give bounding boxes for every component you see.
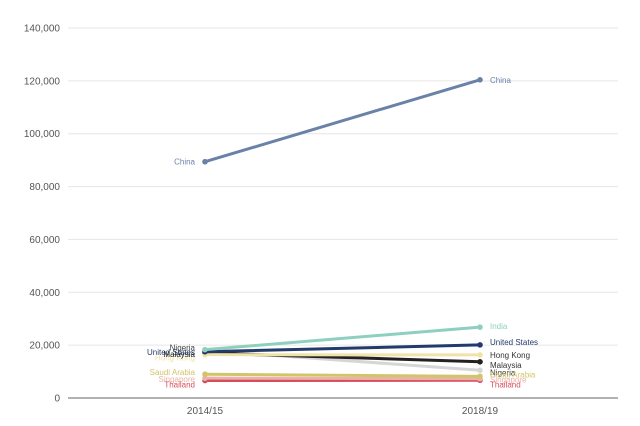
series-lines — [202, 77, 483, 384]
data-point-saudi-arabia — [202, 371, 208, 378]
y-axis-tick-labels: 0 20,000 40,000 60,000 80,000 100,000 120,000 1… — [24, 24, 61, 405]
data-point-singapore — [202, 375, 208, 381]
label-right-thailand: Thailand — [490, 380, 521, 389]
data-point-china — [202, 158, 208, 165]
y-tick-label: 60,000 — [29, 235, 60, 246]
label-right-saudi-arabia: Saudi Arabia — [490, 370, 536, 379]
gridlines — [68, 27, 618, 399]
y-tick-label: 120,000 — [24, 76, 61, 87]
x-tick-label: 2014/15 — [187, 406, 224, 417]
y-tick-label: 40,000 — [29, 288, 60, 299]
label-right-united-states: United States — [490, 338, 538, 347]
series-line-china — [203, 78, 482, 164]
label-left-saudi-arabia: Saudi Arabia — [150, 368, 196, 377]
data-point-nigeria — [477, 367, 483, 374]
label-left-malaysia: Malaysia — [163, 350, 195, 359]
series-line-saudi-arabia — [203, 372, 482, 378]
label-left-china: China — [174, 158, 195, 167]
y-tick-label: 20,000 — [29, 341, 60, 352]
label-left-thailand: Thailand — [164, 381, 195, 390]
series-line-singapore — [203, 376, 482, 381]
series-labels: China China India United States United State… — [147, 76, 538, 390]
label-right-hong-kong: Hong Kong — [490, 351, 530, 360]
label-right-china: China — [490, 76, 511, 85]
label-right-malaysia: Malaysia — [490, 361, 522, 370]
label-left-nigeria: Nigeria — [170, 343, 196, 352]
data-point-malaysia — [477, 358, 483, 365]
label-right-nigeria: Nigeria — [490, 368, 516, 377]
data-point-hong-kong — [477, 352, 483, 358]
y-tick-label: 0 — [54, 394, 60, 405]
data-point-saudi-arabia — [477, 373, 483, 380]
data-point-india — [477, 324, 483, 330]
data-point-india — [202, 346, 208, 353]
label-right-singapore: Singapore — [490, 376, 527, 385]
series-line-india — [203, 325, 482, 352]
y-tick-label: 100,000 — [24, 129, 61, 140]
y-tick-label: 140,000 — [24, 24, 61, 35]
series-line-united-states — [203, 343, 482, 354]
label-left-hong-kong: Hong Kong — [155, 354, 195, 363]
label-left-singapore: Singapore — [159, 375, 196, 384]
y-tick-label: 80,000 — [29, 182, 60, 193]
data-point-united-states — [477, 342, 483, 348]
data-point-china — [477, 77, 483, 83]
label-right-india: India — [490, 322, 508, 331]
x-axis-tick-labels: 2014/15 2018/19 — [187, 406, 499, 417]
x-tick-label: 2018/19 — [462, 406, 499, 417]
label-left-united-states: United States — [147, 348, 195, 357]
